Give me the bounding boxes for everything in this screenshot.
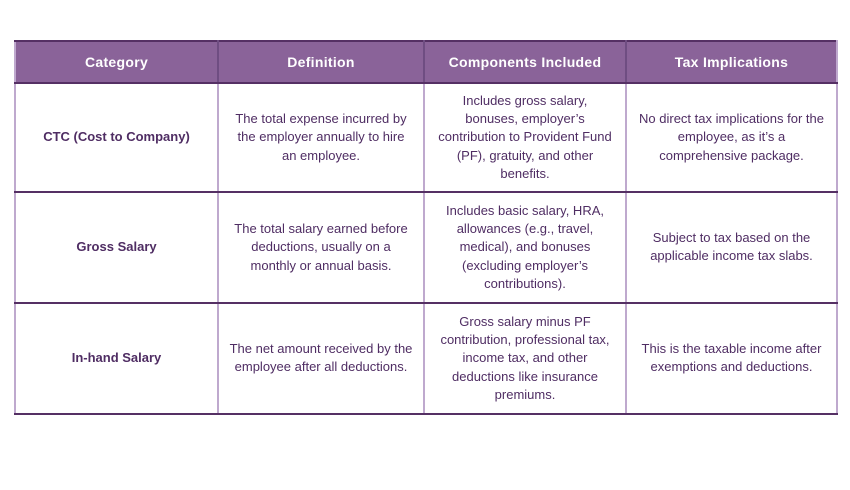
cell-definition: The net amount received by the employee … — [217, 301, 425, 415]
salary-comparison-table: Category Definition Components Included … — [14, 40, 838, 415]
cell-components: Includes gross salary, bonuses, employer… — [423, 82, 627, 193]
cell-tax: Subject to tax based on the applicable i… — [625, 190, 838, 304]
cell-definition: The total salary earned before deduction… — [217, 190, 425, 304]
table-header-row: Category Definition Components Included … — [14, 40, 838, 84]
cell-category: Gross Salary — [14, 190, 219, 304]
table-row-gross-salary: Gross Salary The total salary earned bef… — [14, 190, 838, 304]
cell-tax: No direct tax implications for the emplo… — [625, 82, 838, 193]
cell-category: In-hand Salary — [14, 301, 219, 415]
cell-tax: This is the taxable income after exempti… — [625, 301, 838, 415]
cell-components: Includes basic salary, HRA, allowances (… — [423, 190, 627, 304]
table-row-ctc: CTC (Cost to Company) The total expense … — [14, 82, 838, 193]
header-cell-tax: Tax Implications — [625, 40, 838, 84]
header-cell-category: Category — [14, 40, 219, 84]
cell-definition: The total expense incurred by the employ… — [217, 82, 425, 193]
table-row-in-hand-salary: In-hand Salary The net amount received b… — [14, 301, 838, 415]
header-cell-components: Components Included — [423, 40, 627, 84]
header-cell-definition: Definition — [217, 40, 425, 84]
cell-category: CTC (Cost to Company) — [14, 82, 219, 193]
cell-components: Gross salary minus PF contribution, prof… — [423, 301, 627, 415]
